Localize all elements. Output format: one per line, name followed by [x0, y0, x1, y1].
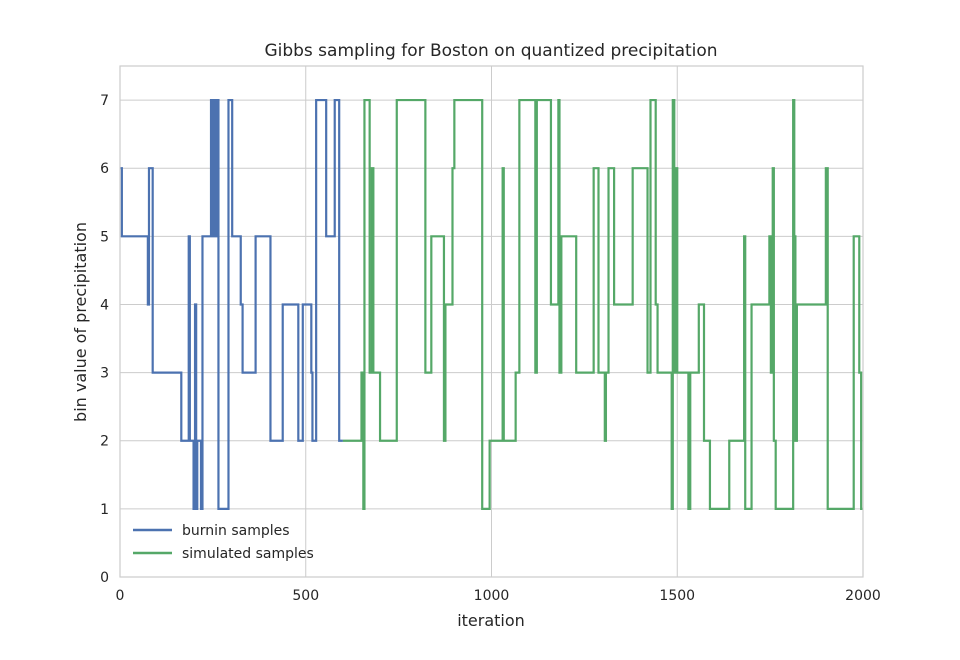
y-tick-label: 0 [100, 570, 109, 586]
x-axis-label: iteration [457, 611, 525, 630]
series-layer [120, 98, 863, 510]
tick-labels: 0 500 1000 1500 2000 0 1 2 3 4 5 6 7 [100, 93, 881, 604]
y-tick-label: 1 [100, 502, 109, 518]
legend-label: burnin samples [182, 523, 290, 539]
series-line-simulated [342, 98, 863, 510]
y-tick-label: 4 [100, 297, 109, 313]
y-axis-label: bin value of precipitation [71, 222, 90, 422]
y-tick-label: 2 [100, 434, 109, 450]
y-tick-label: 5 [100, 229, 109, 245]
legend: burnin samples simulated samples [133, 523, 314, 562]
x-tick-label: 0 [116, 588, 125, 604]
x-tick-label: 1000 [474, 588, 510, 604]
x-tick-label: 500 [292, 588, 319, 604]
chart-title: Gibbs sampling for Boston on quantized p… [264, 41, 717, 61]
x-tick-label: 2000 [845, 588, 881, 604]
series-line-burnin [120, 98, 343, 510]
y-tick-label: 3 [100, 366, 109, 382]
plot-frame [119, 65, 864, 578]
x-tick-label: 1500 [659, 588, 695, 604]
legend-label: simulated samples [182, 546, 314, 562]
y-tick-label: 7 [100, 93, 109, 109]
y-tick-label: 6 [100, 161, 109, 177]
